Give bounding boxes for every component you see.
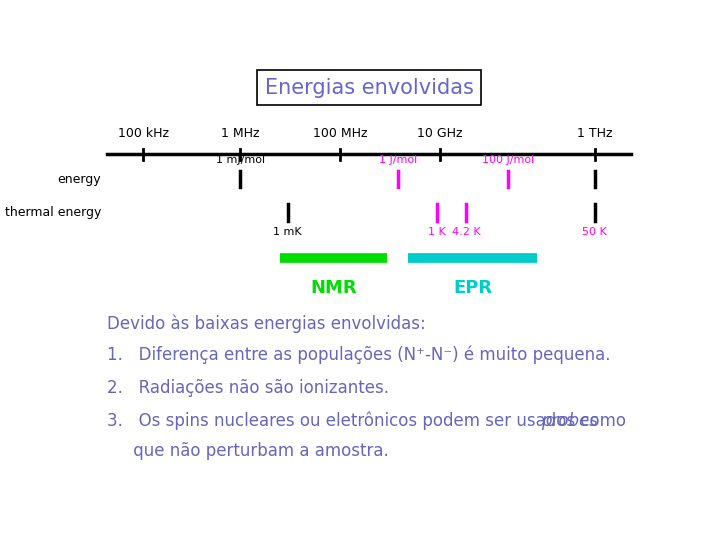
Text: EPR: EPR: [453, 279, 492, 297]
Text: 1 K: 1 K: [428, 227, 446, 237]
Text: 1 mJ/mol: 1 mJ/mol: [216, 154, 265, 165]
Text: 50 K: 50 K: [582, 227, 607, 237]
Text: thermal energy: thermal energy: [5, 206, 101, 219]
Text: 100 MHz: 100 MHz: [313, 127, 367, 140]
Text: 1 J/mol: 1 J/mol: [379, 154, 417, 165]
Text: 1 MHz: 1 MHz: [221, 127, 260, 140]
Text: probes: probes: [541, 412, 598, 430]
Text: que não perturbam a amostra.: que não perturbam a amostra.: [107, 442, 389, 460]
Text: 100 kHz: 100 kHz: [118, 127, 169, 140]
Text: 10 GHz: 10 GHz: [417, 127, 462, 140]
Text: 4.2 K: 4.2 K: [451, 227, 480, 237]
Text: NMR: NMR: [310, 279, 357, 297]
Text: 1 THz: 1 THz: [577, 127, 612, 140]
Text: Devido às baixas energias envolvidas:: Devido às baixas energias envolvidas:: [107, 314, 426, 333]
Text: Energias envolvidas: Energias envolvidas: [264, 78, 474, 98]
Text: 100 J/mol: 100 J/mol: [482, 154, 534, 165]
Text: 1 mK: 1 mK: [274, 227, 302, 237]
Text: energy: energy: [58, 173, 101, 186]
Text: 1.   Diferença entre as populações (N⁺-N⁻) é muito pequena.: 1. Diferença entre as populações (N⁺-N⁻)…: [107, 346, 611, 364]
Text: 3.   Os spins nucleares ou eletrônicos podem ser usados como: 3. Os spins nucleares ou eletrônicos pod…: [107, 412, 631, 430]
Text: 2.   Radiações não são ionizantes.: 2. Radiações não são ionizantes.: [107, 379, 389, 397]
